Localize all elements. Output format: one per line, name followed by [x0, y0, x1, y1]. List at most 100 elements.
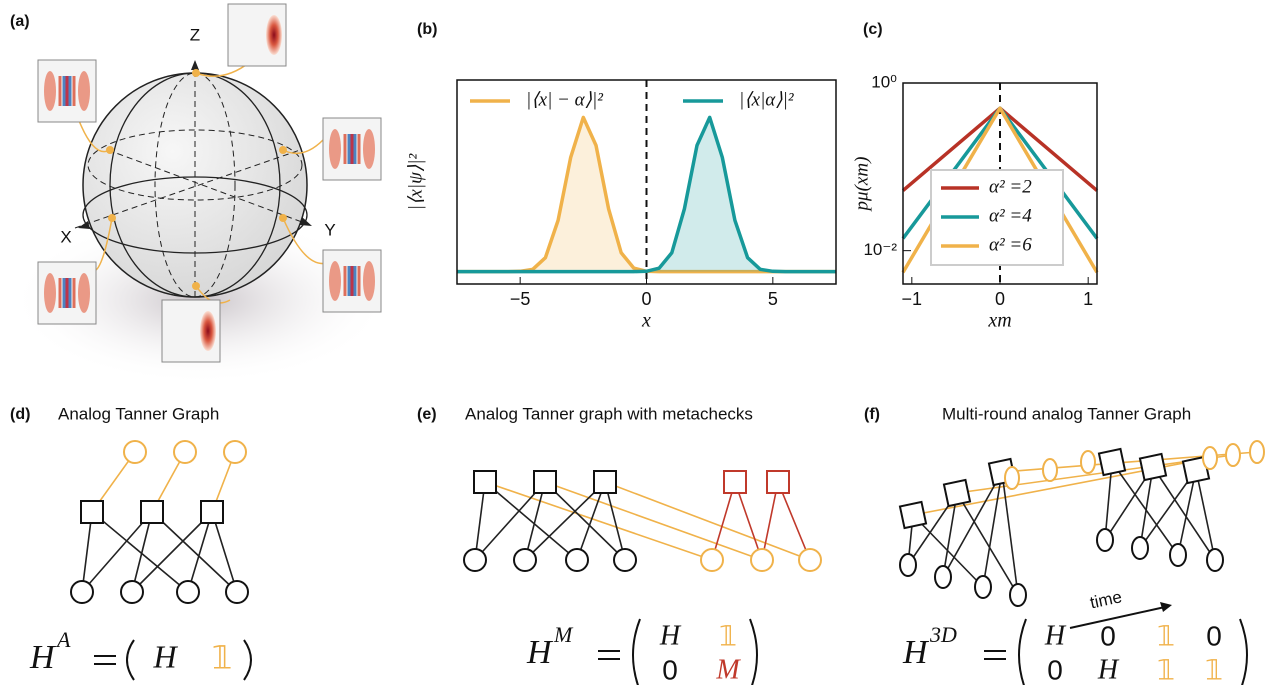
check-node [942, 478, 972, 508]
edge [151, 511, 238, 593]
edge [1111, 461, 1179, 556]
formula-lhs: H [902, 634, 930, 671]
legend-label: α² =2 [989, 176, 1032, 197]
edge [1195, 469, 1216, 561]
x-tick-label: −1 [902, 289, 923, 309]
variable-node [1225, 443, 1241, 467]
wigner-stripe [343, 134, 347, 164]
matrix-entry: 0 [1100, 620, 1116, 651]
panel-label: (f) [864, 406, 880, 423]
y-tick-label: 10⁰ [871, 72, 897, 91]
x-tick-label: 0 [641, 289, 651, 309]
paren [126, 639, 135, 681]
variable-node [1080, 450, 1096, 474]
axis-label: Z [190, 25, 200, 44]
variable-node [173, 440, 197, 464]
check-node [80, 500, 104, 524]
edge [524, 481, 606, 561]
edge [474, 481, 486, 561]
panel-label: (a) [10, 13, 30, 30]
edge [131, 511, 153, 593]
paren [749, 618, 758, 685]
matrix-entry: H [659, 620, 682, 651]
edge [474, 481, 546, 561]
matrix-entry: 𝟙 [212, 639, 232, 675]
x-tick-label: 5 [768, 289, 778, 309]
edge [761, 481, 779, 561]
check-node [766, 470, 790, 494]
arrow-label: time [1088, 587, 1123, 612]
variable-node [798, 548, 822, 572]
wigner-stripe [62, 278, 66, 308]
wigner-stripe [65, 278, 69, 308]
edge [576, 481, 606, 561]
variable-node [1206, 548, 1224, 572]
wigner-stripe [350, 134, 354, 164]
axis-label: Y [324, 220, 335, 239]
wigner-stripe [350, 266, 354, 296]
wigner-stripe [357, 266, 361, 296]
wigner-stripe [347, 266, 351, 296]
legend-label: |⟨x|α⟩|² [739, 89, 794, 110]
variable-node [1249, 440, 1265, 464]
wigner-stripe [62, 76, 66, 106]
wigner [78, 71, 90, 111]
x-axis-label: x [641, 310, 651, 332]
wigner-stripe [72, 76, 76, 106]
edge [81, 511, 93, 593]
wigner-stripe [72, 278, 76, 308]
arrow-head [1160, 602, 1172, 612]
axis [107, 149, 311, 226]
variable-node [1096, 528, 1114, 552]
legend-label: α² =6 [989, 234, 1032, 255]
wigner-stripe [68, 76, 72, 106]
state-dot [108, 214, 116, 222]
variable-node [974, 575, 992, 599]
paren [632, 618, 641, 685]
state-dot [192, 69, 200, 77]
paren [243, 639, 252, 681]
variable-node [1169, 543, 1187, 567]
edge [604, 481, 811, 561]
check-node [1097, 447, 1127, 477]
matrix-entry: 0 [1047, 654, 1063, 685]
panel-title: Analog Tanner Graph [58, 404, 219, 423]
variable-node [899, 553, 917, 577]
plot-frame [456, 79, 837, 285]
time-arrow [1069, 606, 1166, 629]
matrix-entry: 𝟙 [1157, 620, 1175, 651]
variable-node [613, 548, 637, 572]
x-tick-label: 0 [995, 289, 1005, 309]
latitude [87, 129, 303, 201]
check-node [1138, 452, 1168, 482]
variable-node [1004, 466, 1020, 490]
wigner-stripe [58, 76, 62, 106]
legend-label: |⟨x| − α⟩|² [526, 89, 603, 110]
wigner [266, 15, 282, 55]
wigner-stripe [65, 76, 69, 106]
edge [711, 481, 736, 561]
wigner-stripe [357, 134, 361, 164]
variable-node [223, 440, 247, 464]
formula-lhs: H [526, 634, 554, 671]
x-axis-label: xm [987, 310, 1011, 332]
wigner-stripe [58, 278, 62, 308]
line [457, 115, 836, 274]
edge [1152, 466, 1216, 561]
paren [1018, 618, 1027, 685]
edge [524, 481, 546, 561]
wigner-stripe [353, 134, 357, 164]
variable-node [750, 548, 774, 572]
wigner-stripe [353, 266, 357, 296]
variable-node [70, 580, 94, 604]
edge [942, 471, 1003, 578]
variable-node [565, 548, 589, 572]
edge [91, 511, 189, 593]
wigner [363, 129, 375, 169]
check-node [533, 470, 557, 494]
wigner-stripe [347, 134, 351, 164]
wigner [329, 129, 341, 169]
check-node [898, 500, 928, 530]
wigner-stripe [343, 266, 347, 296]
formula-sup: 3D [929, 622, 957, 647]
